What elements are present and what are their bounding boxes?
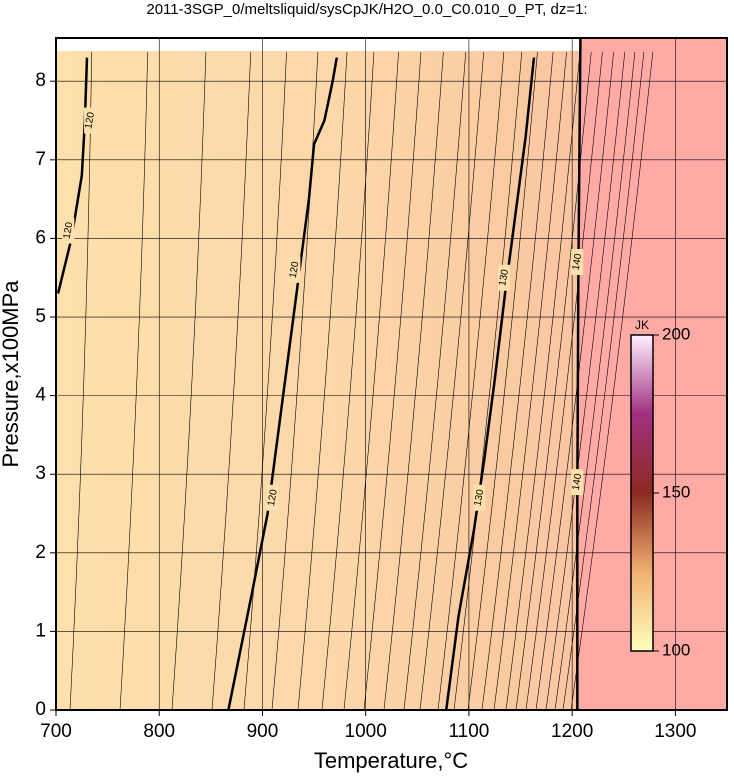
- x-axis-label: Temperature,°C: [314, 748, 468, 773]
- minor-contour: [481, 51, 554, 711]
- minor-contour: [321, 51, 375, 711]
- y-tick-label: 8: [35, 70, 46, 91]
- contour-line: [56, 57, 89, 294]
- contour-label-bg: [84, 107, 97, 134]
- colorbar-title: JK: [635, 318, 649, 332]
- contour-label: 120: [266, 488, 280, 507]
- minor-contour: [515, 51, 592, 711]
- contour-line: [576, 37, 582, 710]
- colorbar-tick-label: 100: [662, 640, 690, 659]
- x-tick-label: 1000: [345, 721, 387, 742]
- minor-contour: [554, 51, 636, 711]
- contour-label: 130: [473, 488, 487, 507]
- contour-label: 120: [288, 260, 302, 279]
- minor-contour: [403, 51, 467, 711]
- y-tick-label: 4: [35, 385, 46, 406]
- minor-contour: [419, 51, 484, 711]
- contour-label-bg: [473, 484, 486, 511]
- y-tick-label: 2: [35, 542, 46, 563]
- contour-label-bg: [62, 217, 75, 244]
- minor-contour: [119, 51, 148, 711]
- minor-contour: [525, 51, 603, 711]
- minor-contour: [467, 51, 538, 711]
- y-tick-label: 3: [35, 463, 46, 484]
- minor-contour: [505, 51, 581, 711]
- x-tick-label: 1200: [551, 721, 593, 742]
- minor-contour: [493, 51, 567, 711]
- minor-contour: [363, 51, 422, 711]
- minor-contour: [211, 51, 252, 711]
- minor-contour: [171, 51, 207, 711]
- minor-contour: [437, 51, 505, 711]
- y-tick-label: 1: [35, 620, 46, 641]
- minor-contour: [297, 51, 348, 711]
- minor-contour: [453, 51, 523, 711]
- minor-contour: [562, 51, 645, 711]
- y-tick-label: 7: [35, 149, 46, 170]
- contour-label-bg: [571, 249, 584, 275]
- contour-label: 130: [497, 268, 511, 287]
- minor-contour: [570, 51, 654, 711]
- contour-label-bg: [498, 264, 511, 291]
- colorbar-tick-label: 200: [662, 324, 690, 343]
- colorbar-tick-label: 150: [662, 482, 690, 501]
- colorbar: [630, 334, 654, 652]
- x-tick-label: 800: [143, 721, 175, 742]
- x-tick-label: 900: [247, 721, 279, 742]
- minor-contour: [243, 51, 287, 711]
- minor-contour: [545, 51, 626, 711]
- contour-label-bg: [571, 469, 584, 496]
- contour-label: 120: [83, 111, 97, 130]
- contour-label: 140: [571, 252, 585, 271]
- y-tick-label: 6: [35, 227, 46, 248]
- x-tick-label: 700: [40, 721, 72, 742]
- plot-frame: [55, 37, 728, 711]
- y-tick-label: 0: [35, 699, 46, 720]
- contour-label: 140: [571, 472, 585, 491]
- minor-contour: [383, 51, 444, 711]
- contour-label-bg: [288, 256, 301, 283]
- minor-contour: [69, 51, 92, 711]
- no-data-strip: [56, 38, 580, 51]
- minor-contour: [343, 51, 399, 711]
- x-tick-label: 1300: [654, 721, 696, 742]
- contour-label-bg: [266, 484, 279, 511]
- contour-line: [444, 57, 536, 711]
- y-axis-label: Pressure,x100MPa: [0, 280, 23, 468]
- chart-title: 2011-3SGP_0/meltsliquid/sysCpJK/H2O_0.0_…: [146, 1, 587, 18]
- x-tick-label: 1100: [448, 721, 489, 742]
- contour-label: 120: [62, 221, 76, 240]
- y-tick-label: 5: [35, 306, 46, 327]
